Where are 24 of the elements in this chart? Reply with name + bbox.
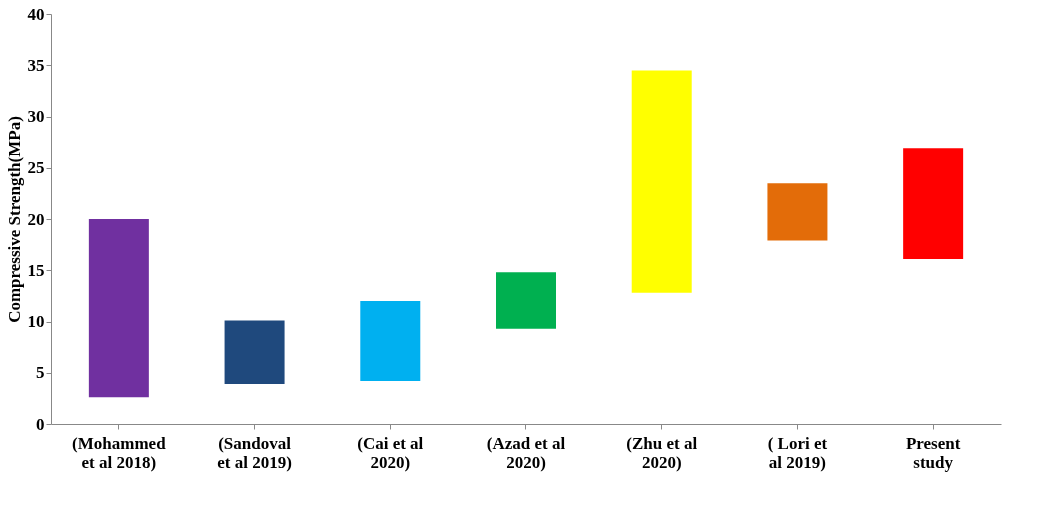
x-tick-label: Present study	[905, 433, 961, 472]
y-tick-label: 40	[27, 4, 45, 24]
bar	[767, 183, 828, 241]
y-tick-label: 5	[36, 363, 45, 383]
x-tick-label: (Zhu et al 2020)	[626, 433, 698, 472]
y-tick-label: 10	[27, 312, 45, 331]
y-tick-label: 25	[27, 158, 45, 178]
bar	[88, 219, 149, 398]
bar	[631, 70, 692, 293]
x-tick-label: (Mohammed et al 2018)	[72, 433, 167, 472]
y-tick-label: 35	[27, 55, 45, 75]
y-tick-label: 15	[27, 260, 45, 280]
y-tick-label: 30	[27, 107, 45, 126]
bar	[903, 148, 964, 259]
x-tick-label: (Cai et al 2020)	[357, 433, 424, 472]
x-tick-label: (Azad et al 2020)	[486, 433, 566, 472]
x-tick-label: ( Lori et al 2019)	[767, 433, 828, 472]
y-axis-title: Compressive Strength(MPa)	[4, 116, 24, 323]
y-tick-label: 20	[27, 209, 45, 229]
x-tick-label: (Sandoval et al 2019)	[217, 433, 292, 472]
bar	[224, 320, 285, 385]
bar	[496, 272, 556, 329]
bar	[360, 301, 421, 381]
y-tick-label: 0	[36, 414, 45, 434]
